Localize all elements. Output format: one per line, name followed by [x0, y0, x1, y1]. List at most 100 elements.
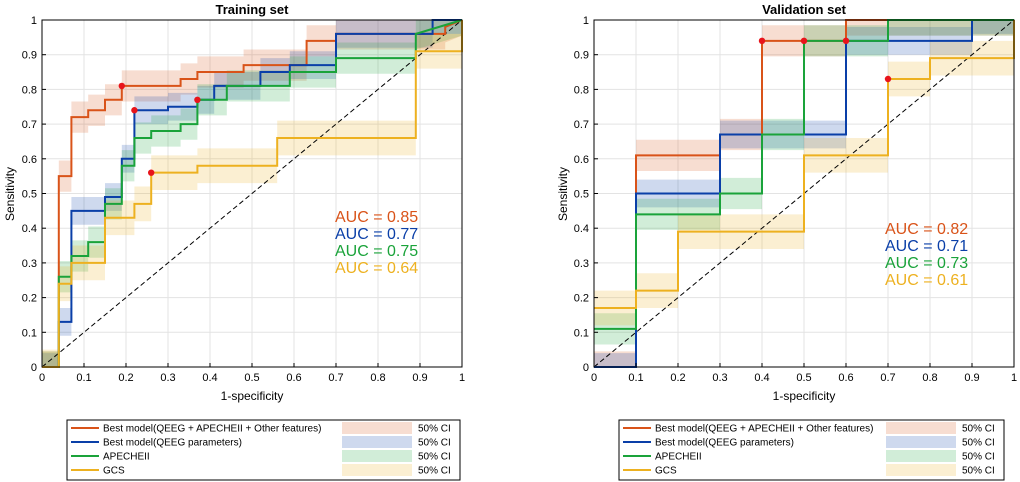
legend-ci-label: 50% CI: [418, 438, 451, 449]
y-tick-label: 0.2: [574, 293, 589, 305]
legend-ci-label: 50% CI: [962, 452, 995, 463]
auc-label-apache: AUC = 0.73: [885, 255, 968, 272]
legend-box: [66, 419, 461, 481]
x-tick-label: 0: [39, 372, 45, 384]
auc-label-best_qeeg: AUC = 0.77: [335, 226, 418, 243]
x-tick-label: 0.2: [118, 372, 133, 384]
y-tick-label: 0.3: [574, 258, 589, 270]
y-tick-label: 0: [583, 362, 589, 374]
y-tick-label: 0.6: [22, 154, 37, 166]
x-tick-label: 1: [459, 372, 465, 384]
legend-ci-label: 50% CI: [418, 452, 451, 463]
roc-line-gcs: [594, 20, 1015, 310]
legend-ci-swatch-apache: [886, 450, 956, 462]
x-tick-label: 0.9: [964, 372, 979, 384]
x-tick-label: 0.4: [202, 372, 217, 384]
legend-ci-swatch-best_all: [886, 422, 956, 434]
y-tick-label: 0.5: [574, 189, 589, 201]
x-tick-label: 0.6: [838, 372, 853, 384]
training-legend: Best model(QEEG + APECHEII + Other featu…: [66, 419, 461, 481]
auc-label-gcs: AUC = 0.61: [885, 272, 968, 289]
y-tick-label: 0: [31, 362, 37, 374]
legend-label-best_all: Best model(QEEG + APECHEII + Other featu…: [103, 424, 321, 435]
x-tick-label: 0: [591, 372, 597, 384]
y-tick-label: 0.5: [22, 189, 37, 201]
legend-label-best_qeeg: Best model(QEEG parameters): [103, 438, 242, 449]
auc-label-apache: AUC = 0.75: [335, 243, 418, 260]
auc-label-best_qeeg: AUC = 0.71: [885, 238, 968, 255]
y-tick-label: 0.4: [574, 223, 589, 235]
y-tick-label: 0.6: [574, 154, 589, 166]
legend-label-gcs: GCS: [103, 466, 125, 477]
legend-ci-label: 50% CI: [962, 438, 995, 449]
validation-y-axis-label: Sensitivity: [556, 167, 570, 221]
training-y-axis-label: Sensitivity: [3, 167, 17, 221]
legend-label-apache: APECHEII: [103, 452, 150, 463]
x-tick-label: 0.9: [412, 372, 427, 384]
x-tick-label: 0.5: [796, 372, 811, 384]
validation-chart-title: Validation set: [762, 2, 846, 17]
x-tick-label: 0.5: [244, 372, 259, 384]
x-tick-label: 0.4: [754, 372, 769, 384]
y-tick-label: 0.1: [22, 327, 37, 339]
validation-set-panel: Validation set 1-specificity Sensitivity…: [556, 2, 1017, 403]
legend-ci-label: 50% CI: [418, 424, 451, 435]
y-tick-label: 0.9: [574, 50, 589, 62]
x-tick-label: 0.7: [880, 372, 895, 384]
auc-label-gcs: AUC = 0.64: [335, 260, 418, 277]
y-tick-label: 0.3: [22, 258, 37, 270]
legend-ci-swatch-best_qeeg: [342, 436, 412, 448]
x-tick-label: 0.1: [628, 372, 643, 384]
legend-ci-swatch-apache: [342, 450, 412, 462]
legend-ci-label: 50% CI: [962, 466, 995, 477]
x-tick-label: 0.8: [370, 372, 385, 384]
y-tick-label: 1: [31, 15, 37, 27]
optimal-point-best_qeeg: [131, 107, 138, 114]
roc-line-apache: [42, 19, 463, 368]
legend-label-apache: APECHEII: [655, 452, 702, 463]
chance-diagonal: [41, 19, 463, 368]
x-tick-label: 0.7: [328, 372, 343, 384]
roc-line-gcs: [42, 20, 463, 368]
legend-ci-label: 50% CI: [962, 424, 995, 435]
y-tick-label: 0.8: [22, 84, 37, 96]
legend-ci-swatch-best_all: [342, 422, 412, 434]
x-tick-label: 0.3: [712, 372, 727, 384]
training-x-axis-label: 1-specificity: [221, 389, 284, 403]
y-tick-label: 0.7: [22, 119, 37, 131]
x-tick-label: 0.6: [286, 372, 301, 384]
training-set-panel: Training set 1-specificity Sensitivity 0…: [3, 2, 465, 403]
optimal-point-gcs: [148, 169, 155, 176]
x-tick-label: 0.8: [922, 372, 937, 384]
legend-label-best_qeeg: Best model(QEEG parameters): [655, 438, 794, 449]
optimal-point-gcs: [884, 75, 892, 83]
legend-ci-swatch-best_qeeg: [886, 436, 956, 448]
validation-legend: Best model(QEEG + APECHEII + Other featu…: [618, 419, 1005, 481]
y-tick-label: 0.8: [574, 84, 589, 96]
optimal-point-apache: [194, 96, 201, 104]
auc-label-best_all: AUC = 0.85: [335, 209, 418, 226]
y-tick-label: 0.4: [22, 223, 37, 235]
auc-label-best_all: AUC = 0.82: [885, 221, 968, 238]
optimal-point-best_all: [118, 82, 126, 90]
legend-ci-swatch-gcs: [342, 464, 412, 476]
x-tick-label: 0.2: [670, 372, 685, 384]
optimal-point-best_qeeg: [842, 37, 850, 45]
legend-label-gcs: GCS: [655, 466, 677, 477]
y-tick-label: 0.2: [22, 293, 37, 305]
legend-label-best_all: Best model(QEEG + APECHEII + Other featu…: [655, 424, 873, 435]
y-tick-label: 0.7: [574, 119, 589, 131]
x-tick-label: 0.1: [76, 372, 91, 384]
roc-line-apache: [594, 19, 1014, 330]
legend-ci-swatch-gcs: [886, 464, 956, 476]
optimal-point-apache: [800, 37, 808, 45]
ci-band-best_qeeg: [42, 20, 462, 367]
training-chart-title: Training set: [216, 2, 290, 17]
roc-line-best_qeeg: [42, 19, 462, 368]
ci-band-apache: [42, 20, 462, 367]
optimal-point-best_all: [758, 37, 766, 45]
x-tick-label: 1: [1011, 372, 1017, 384]
validation-x-axis-label: 1-specificity: [773, 389, 836, 403]
x-tick-label: 0.3: [160, 372, 175, 384]
